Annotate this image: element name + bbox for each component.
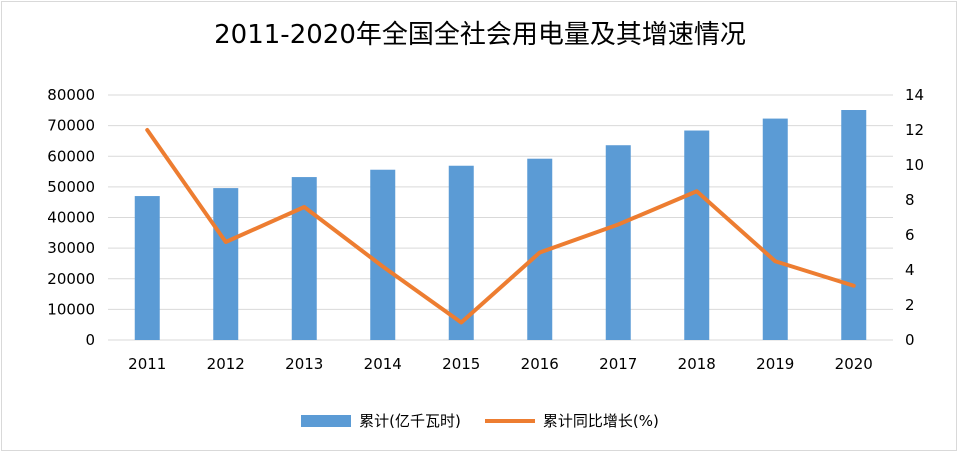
y-left-tick-label: 80000 xyxy=(47,86,95,104)
x-tick-label: 2011 xyxy=(128,355,166,373)
y-right-tick-label: 10 xyxy=(905,156,924,174)
x-tick-label: 2013 xyxy=(285,355,323,373)
y-right-tick-label: 0 xyxy=(905,331,915,349)
bar xyxy=(134,196,160,340)
line-point xyxy=(616,223,620,226)
x-tick-label: 2020 xyxy=(835,355,873,373)
line-point xyxy=(773,259,777,263)
x-tick-label: 2012 xyxy=(207,355,245,373)
y-right-tick-label: 14 xyxy=(905,86,924,104)
y-left-tick-label: 40000 xyxy=(47,209,95,227)
legend-item-bar: 累计(亿千瓦时) xyxy=(301,410,461,431)
legend-label-line: 累计同比增长(%) xyxy=(542,412,659,430)
y-left-tick-label: 20000 xyxy=(47,270,95,288)
y-left-tick-label: 60000 xyxy=(47,147,95,165)
bar xyxy=(291,177,317,340)
legend-label-bar: 累计(亿千瓦时) xyxy=(359,412,461,430)
bar xyxy=(841,110,867,340)
legend-swatch-line xyxy=(484,418,535,423)
legend: 累计(亿千瓦时) 累计同比增长(%) xyxy=(0,410,960,431)
line-point xyxy=(852,284,856,288)
x-tick-label: 2016 xyxy=(521,355,559,373)
bar xyxy=(448,165,474,340)
y-left-tick-label: 30000 xyxy=(47,239,95,257)
y-left-tick-label: 0 xyxy=(85,331,95,349)
line-point xyxy=(145,128,149,132)
legend-item-line: 累计同比增长(%) xyxy=(484,410,659,431)
bar xyxy=(605,145,631,340)
y-right-tick-label: 8 xyxy=(905,191,915,209)
y-left-tick-label: 70000 xyxy=(47,117,95,135)
line-series xyxy=(145,128,856,325)
line-point xyxy=(695,189,699,193)
y-right-tick-label: 6 xyxy=(905,226,915,244)
bar xyxy=(370,169,396,340)
bar xyxy=(213,188,239,340)
line-point xyxy=(538,251,542,254)
y-right-tick-label: 12 xyxy=(905,121,924,139)
bar xyxy=(762,118,788,340)
line-point xyxy=(459,321,463,324)
line-point xyxy=(381,265,385,268)
y-left-tick-label: 10000 xyxy=(47,300,95,318)
x-tick-label: 2014 xyxy=(364,355,402,373)
x-tick-label: 2019 xyxy=(756,355,794,373)
x-tick-label: 2018 xyxy=(678,355,716,373)
y-right-tick-label: 4 xyxy=(905,261,915,279)
x-tick-label: 2015 xyxy=(442,355,480,373)
legend-swatch-bar xyxy=(301,414,352,427)
line-point xyxy=(302,205,306,209)
line-point xyxy=(224,240,228,244)
y-left-tick-label: 50000 xyxy=(47,178,95,196)
x-tick-label: 2017 xyxy=(599,355,637,373)
y-right-tick-label: 2 xyxy=(905,296,915,314)
bar xyxy=(684,130,710,340)
chart-title: 2011-2020年全国全社会用电量及其增速情况 xyxy=(214,20,746,50)
